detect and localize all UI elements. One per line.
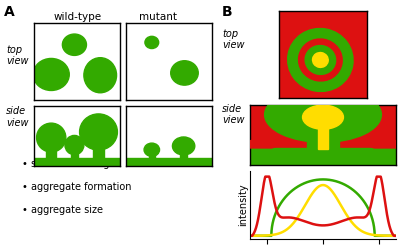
Circle shape — [145, 36, 159, 48]
Text: B: B — [222, 5, 233, 19]
Ellipse shape — [84, 58, 116, 93]
Ellipse shape — [36, 123, 66, 152]
Ellipse shape — [305, 46, 336, 74]
Ellipse shape — [312, 53, 328, 67]
Polygon shape — [250, 136, 286, 148]
Bar — [149, 154, 155, 159]
Bar — [318, 124, 328, 149]
Ellipse shape — [288, 29, 353, 92]
Ellipse shape — [302, 105, 344, 129]
Text: • surface coverage: • surface coverage — [22, 159, 115, 169]
Circle shape — [171, 61, 198, 85]
Text: • aggregate formation: • aggregate formation — [22, 182, 132, 192]
Text: top
view: top view — [6, 45, 28, 66]
Ellipse shape — [65, 136, 84, 155]
Ellipse shape — [265, 87, 382, 142]
Bar — [34, 158, 120, 166]
Circle shape — [62, 34, 86, 55]
Text: • aggregate size: • aggregate size — [22, 205, 103, 215]
Ellipse shape — [172, 137, 195, 155]
Bar — [126, 158, 212, 166]
Bar — [71, 150, 78, 159]
Text: side
view: side view — [222, 104, 244, 125]
Bar — [250, 148, 396, 165]
Text: mutant: mutant — [139, 12, 177, 22]
Ellipse shape — [144, 143, 160, 156]
Ellipse shape — [298, 39, 342, 81]
Ellipse shape — [80, 114, 118, 150]
Text: A: A — [4, 5, 15, 19]
Y-axis label: intensity: intensity — [239, 184, 249, 226]
Text: side
view: side view — [6, 106, 28, 128]
Bar — [307, 130, 339, 149]
Text: top
view: top view — [222, 29, 244, 50]
Polygon shape — [360, 136, 396, 148]
Circle shape — [33, 59, 69, 91]
Bar — [180, 151, 188, 159]
Bar — [93, 142, 104, 159]
Bar — [46, 146, 56, 159]
Text: wild-type: wild-type — [54, 12, 102, 22]
